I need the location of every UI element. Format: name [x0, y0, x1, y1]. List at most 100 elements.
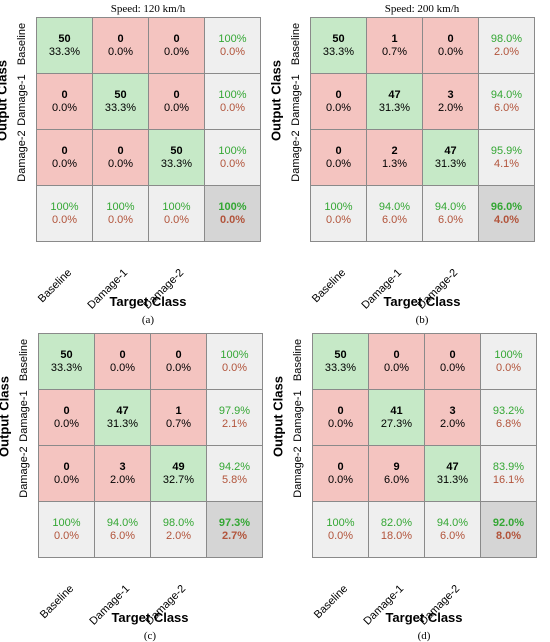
- error-cell: 0 0.0%: [313, 390, 369, 446]
- column-summary-cell: 100% 0.0%: [93, 186, 149, 242]
- error-cell-primary: 0: [337, 405, 344, 417]
- error-cell-primary: 0: [337, 461, 344, 473]
- row-summary-cell-primary: 97.9%: [218, 405, 251, 417]
- correct-cell-secondary: 32.7%: [162, 474, 195, 486]
- correct-cell-primary: 47: [116, 405, 129, 417]
- error-cell-secondary: 2.0%: [439, 418, 466, 430]
- correct-cell-primary: 50: [170, 145, 183, 157]
- column-summary-cell-primary: 94.0%: [378, 201, 411, 213]
- row-summary-cell-primary: 83.9%: [492, 461, 525, 473]
- error-cell-secondary: 1.3%: [381, 158, 408, 170]
- column-summary-cell-secondary: 6.0%: [437, 214, 464, 226]
- row-summary-cell-secondary: 2.1%: [221, 418, 248, 430]
- error-cell-secondary: 0.0%: [439, 362, 466, 374]
- column-summary-cell-secondary: 6.0%: [439, 530, 466, 542]
- overall-accuracy-cell: 96.0% 4.0%: [479, 186, 535, 242]
- correct-cell-primary: 47: [446, 461, 459, 473]
- error-cell-secondary: 0.0%: [107, 158, 134, 170]
- correct-cell: 47 31.3%: [95, 390, 151, 446]
- column-summary-cell: 82.0% 18.0%: [369, 502, 425, 558]
- y-tick-label: Damage-1: [16, 74, 28, 126]
- column-summary-cell-secondary: 2.0%: [165, 530, 192, 542]
- panel-label: (c): [143, 630, 157, 642]
- overall-accuracy-cell: 97.3% 2.7%: [207, 502, 263, 558]
- overall-accuracy-cell-secondary: 0.0%: [219, 214, 246, 226]
- row-summary-cell-secondary: 0.0%: [219, 102, 246, 114]
- column-summary-cell-primary: 100%: [162, 201, 191, 213]
- error-cell-primary: 0: [63, 461, 70, 473]
- overall-accuracy-cell-primary: 97.3%: [218, 517, 251, 529]
- correct-cell-primary: 50: [334, 349, 347, 361]
- row-summary-cell-secondary: 0.0%: [219, 46, 246, 58]
- error-cell: 1 0.7%: [151, 390, 207, 446]
- correct-cell: 47 31.3%: [423, 130, 479, 186]
- overall-accuracy-cell: 92.0% 8.0%: [481, 502, 537, 558]
- correct-cell-secondary: 31.3%: [378, 102, 411, 114]
- error-cell: 0 0.0%: [313, 446, 369, 502]
- error-cell-secondary: 0.0%: [163, 46, 190, 58]
- overall-accuracy-cell-primary: 96.0%: [490, 201, 523, 213]
- error-cell: 0 0.0%: [37, 130, 93, 186]
- error-cell-primary: 0: [61, 89, 68, 101]
- error-cell-secondary: 6.0%: [383, 474, 410, 486]
- row-summary-cell-primary: 100%: [218, 89, 247, 101]
- column-summary-cell-primary: 94.0%: [434, 201, 467, 213]
- error-cell: 0 0.0%: [39, 390, 95, 446]
- error-cell-secondary: 0.0%: [109, 362, 136, 374]
- y-axis-label: Output Class: [0, 60, 10, 141]
- correct-cell: 50 33.3%: [313, 334, 369, 390]
- row-summary-cell: 94.0% 6.0%: [479, 74, 535, 130]
- error-cell-primary: 0: [449, 349, 456, 361]
- overall-accuracy-cell-secondary: 2.7%: [221, 530, 248, 542]
- correct-cell: 47 31.3%: [367, 74, 423, 130]
- error-cell-secondary: 0.0%: [325, 102, 352, 114]
- row-summary-cell-secondary: 0.0%: [221, 362, 248, 374]
- correct-cell-primary: 47: [388, 89, 401, 101]
- error-cell: 0 0.0%: [311, 74, 367, 130]
- error-cell: 0 0.0%: [37, 74, 93, 130]
- column-summary-cell-primary: 82.0%: [380, 517, 413, 529]
- matrix-grid: 50 33.3% 1 0.7% 0 0.0% 98.0% 2.0% 0 0.0% 47 31.3% 3 2…: [310, 17, 535, 242]
- error-cell-primary: 0: [175, 349, 182, 361]
- error-cell: 0 0.0%: [95, 334, 151, 390]
- correct-cell-secondary: 31.3%: [106, 418, 139, 430]
- column-summary-cell-secondary: 0.0%: [107, 214, 134, 226]
- x-tick-label: Baseline: [37, 582, 77, 622]
- column-summary-cell-primary: 100%: [50, 201, 79, 213]
- correct-cell-secondary: 33.3%: [48, 46, 81, 58]
- error-cell: 0 0.0%: [39, 446, 95, 502]
- row-summary-cell: 100% 0.0%: [481, 334, 537, 390]
- correct-cell-primary: 50: [60, 349, 73, 361]
- chart-title: Speed: 200 km/h: [384, 3, 460, 15]
- column-summary-cell-secondary: 0.0%: [325, 214, 352, 226]
- error-cell-primary: 0: [173, 89, 180, 101]
- correct-cell-secondary: 33.3%: [50, 362, 83, 374]
- correct-cell-primary: 50: [332, 33, 345, 45]
- error-cell-primary: 0: [335, 145, 342, 157]
- column-summary-cell: 94.0% 6.0%: [367, 186, 423, 242]
- row-summary-cell-secondary: 4.1%: [493, 158, 520, 170]
- error-cell-secondary: 0.0%: [327, 474, 354, 486]
- x-axis-label: Target Class: [109, 294, 187, 309]
- row-summary-cell: 95.9% 4.1%: [479, 130, 535, 186]
- error-cell-secondary: 0.7%: [381, 46, 408, 58]
- error-cell: 0 0.0%: [149, 74, 205, 130]
- error-cell-secondary: 0.0%: [325, 158, 352, 170]
- error-cell-primary: 9: [393, 461, 400, 473]
- y-tick-label: Damage-1: [18, 390, 30, 442]
- y-tick-label: Damage-2: [16, 130, 28, 182]
- x-tick-label: Baseline: [35, 266, 75, 306]
- column-summary-cell-primary: 94.0%: [436, 517, 469, 529]
- row-summary-cell: 93.2% 6.8%: [481, 390, 537, 446]
- row-summary-cell-primary: 93.2%: [492, 405, 525, 417]
- x-axis-label: Target Class: [385, 610, 463, 625]
- error-cell: 3 2.0%: [95, 446, 151, 502]
- x-axis-label: Target Class: [111, 610, 189, 625]
- correct-cell: 41 27.3%: [369, 390, 425, 446]
- matrix-grid: 50 33.3% 0 0.0% 0 0.0% 100% 0.0% 0 0.0% 41 27.3% 3 2.…: [312, 333, 537, 558]
- error-cell: 0 0.0%: [93, 130, 149, 186]
- y-tick-label: Baseline: [18, 338, 30, 382]
- y-tick-label: Baseline: [292, 338, 304, 382]
- error-cell-primary: 0: [335, 89, 342, 101]
- column-summary-cell: 94.0% 6.0%: [423, 186, 479, 242]
